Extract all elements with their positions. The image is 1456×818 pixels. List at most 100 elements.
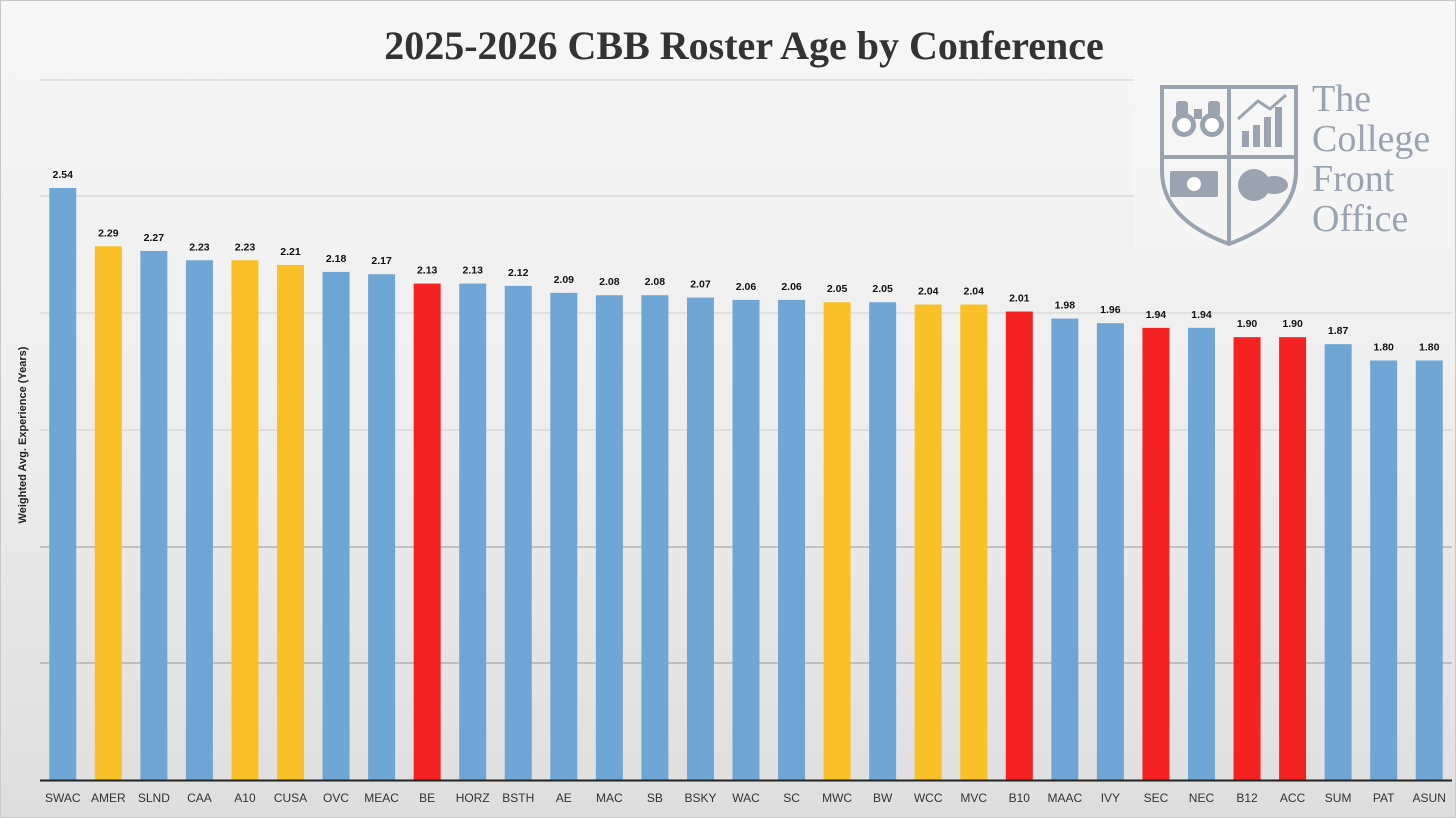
x-tick-label: ASUN xyxy=(1413,791,1446,805)
x-tick-label: SLND xyxy=(138,791,170,805)
data-label: 2.04 xyxy=(918,286,939,298)
data-label: 2.27 xyxy=(144,232,165,244)
data-label: 2.01 xyxy=(1009,293,1030,305)
data-label: 2.12 xyxy=(508,267,529,279)
data-label: 1.96 xyxy=(1100,304,1121,316)
x-tick-label: HORZ xyxy=(456,791,490,805)
bar xyxy=(778,299,806,780)
bar xyxy=(550,292,578,780)
data-label: 2.23 xyxy=(235,241,256,253)
bar xyxy=(686,297,714,780)
x-tick-label: WAC xyxy=(732,791,760,805)
bar xyxy=(231,260,259,781)
bar xyxy=(1415,360,1443,780)
data-label: 1.98 xyxy=(1055,300,1076,312)
x-tick-label: CUSA xyxy=(274,791,307,805)
x-tick-label: MAC xyxy=(596,791,623,805)
x-tick-label: WCC xyxy=(914,791,943,805)
x-tick-label: MWC xyxy=(822,791,852,805)
x-tick-label: PAT xyxy=(1373,791,1395,805)
logo-line: Front xyxy=(1312,158,1395,200)
data-label: 1.94 xyxy=(1146,309,1167,321)
x-tick-label: NEC xyxy=(1189,791,1215,805)
x-tick-label: A10 xyxy=(234,791,256,805)
bar xyxy=(1096,323,1124,780)
logo-line: The xyxy=(1312,78,1372,120)
x-tick-label: B10 xyxy=(1009,791,1031,805)
x-tick-label: SEC xyxy=(1144,791,1169,805)
data-label: 2.06 xyxy=(781,281,802,293)
data-label: 2.13 xyxy=(462,265,483,277)
data-label: 2.29 xyxy=(98,227,119,239)
bar xyxy=(732,299,760,780)
x-tick-label: B12 xyxy=(1236,791,1258,805)
data-label: 1.80 xyxy=(1419,341,1440,353)
data-label: 1.90 xyxy=(1237,318,1258,330)
data-label: 2.18 xyxy=(326,253,347,265)
x-tick-label: MVC xyxy=(960,791,987,805)
bar xyxy=(322,271,350,780)
data-label: 1.94 xyxy=(1191,309,1212,321)
x-tick-label: SWAC xyxy=(45,791,81,805)
data-label: 2.07 xyxy=(690,279,711,291)
bar xyxy=(869,302,897,780)
bar xyxy=(960,304,988,780)
logo-text: The College Front Office xyxy=(1312,79,1430,239)
x-tick-label: MEAC xyxy=(364,791,399,805)
data-label: 2.06 xyxy=(736,281,757,293)
data-label: 2.54 xyxy=(53,169,74,181)
bar xyxy=(94,246,122,781)
data-label: 2.08 xyxy=(645,276,666,288)
bar xyxy=(49,188,77,780)
shield-logo-icon xyxy=(1160,85,1298,247)
logo-line: Office xyxy=(1312,198,1409,240)
bar xyxy=(1005,311,1033,780)
bar xyxy=(504,285,532,780)
x-tick-label: BW xyxy=(873,791,893,805)
bar xyxy=(1051,318,1079,780)
college-front-office-logo: The College Front Office xyxy=(1134,73,1452,248)
data-label: 1.80 xyxy=(1373,341,1394,353)
x-tick-label: SUM xyxy=(1325,791,1352,805)
logo-line: College xyxy=(1312,118,1431,160)
bar xyxy=(914,304,942,780)
chart-title: 2025-2026 CBB Roster Age by Conference xyxy=(384,23,1104,68)
data-label: 1.87 xyxy=(1328,325,1349,337)
bar xyxy=(1142,327,1170,780)
x-tick-label: BSTH xyxy=(502,791,534,805)
x-tick-label: AE xyxy=(556,791,572,805)
bar xyxy=(459,283,487,780)
x-tick-label: AMER xyxy=(91,791,126,805)
data-label: 2.05 xyxy=(827,283,848,295)
x-tick-label: SB xyxy=(647,791,663,805)
bar xyxy=(823,302,851,780)
x-tick-label: BE xyxy=(419,791,435,805)
x-tick-label: OVC xyxy=(323,791,349,805)
x-tick-label: CAA xyxy=(187,791,212,805)
bar xyxy=(595,295,623,780)
data-label: 2.13 xyxy=(417,265,438,277)
x-tick-label: IVY xyxy=(1101,791,1120,805)
data-label: 2.23 xyxy=(189,241,210,253)
bar xyxy=(185,260,213,781)
data-label: 2.05 xyxy=(872,283,893,295)
bar xyxy=(368,274,396,780)
x-tick-label: BSKY xyxy=(684,791,716,805)
data-label: 2.09 xyxy=(554,274,575,286)
bar xyxy=(140,250,168,780)
x-tick-label: MAAC xyxy=(1048,791,1083,805)
bar xyxy=(277,264,305,780)
bar xyxy=(1187,327,1215,780)
bar xyxy=(413,283,441,780)
x-tick-label: SC xyxy=(783,791,800,805)
data-label: 2.17 xyxy=(371,255,392,267)
bar xyxy=(1279,337,1307,780)
bar xyxy=(641,295,669,780)
data-label: 1.90 xyxy=(1282,318,1303,330)
data-label: 2.21 xyxy=(280,246,301,258)
x-tick-label: ACC xyxy=(1280,791,1306,805)
bar xyxy=(1324,344,1352,780)
bar xyxy=(1370,360,1398,780)
data-label: 2.04 xyxy=(964,286,985,298)
